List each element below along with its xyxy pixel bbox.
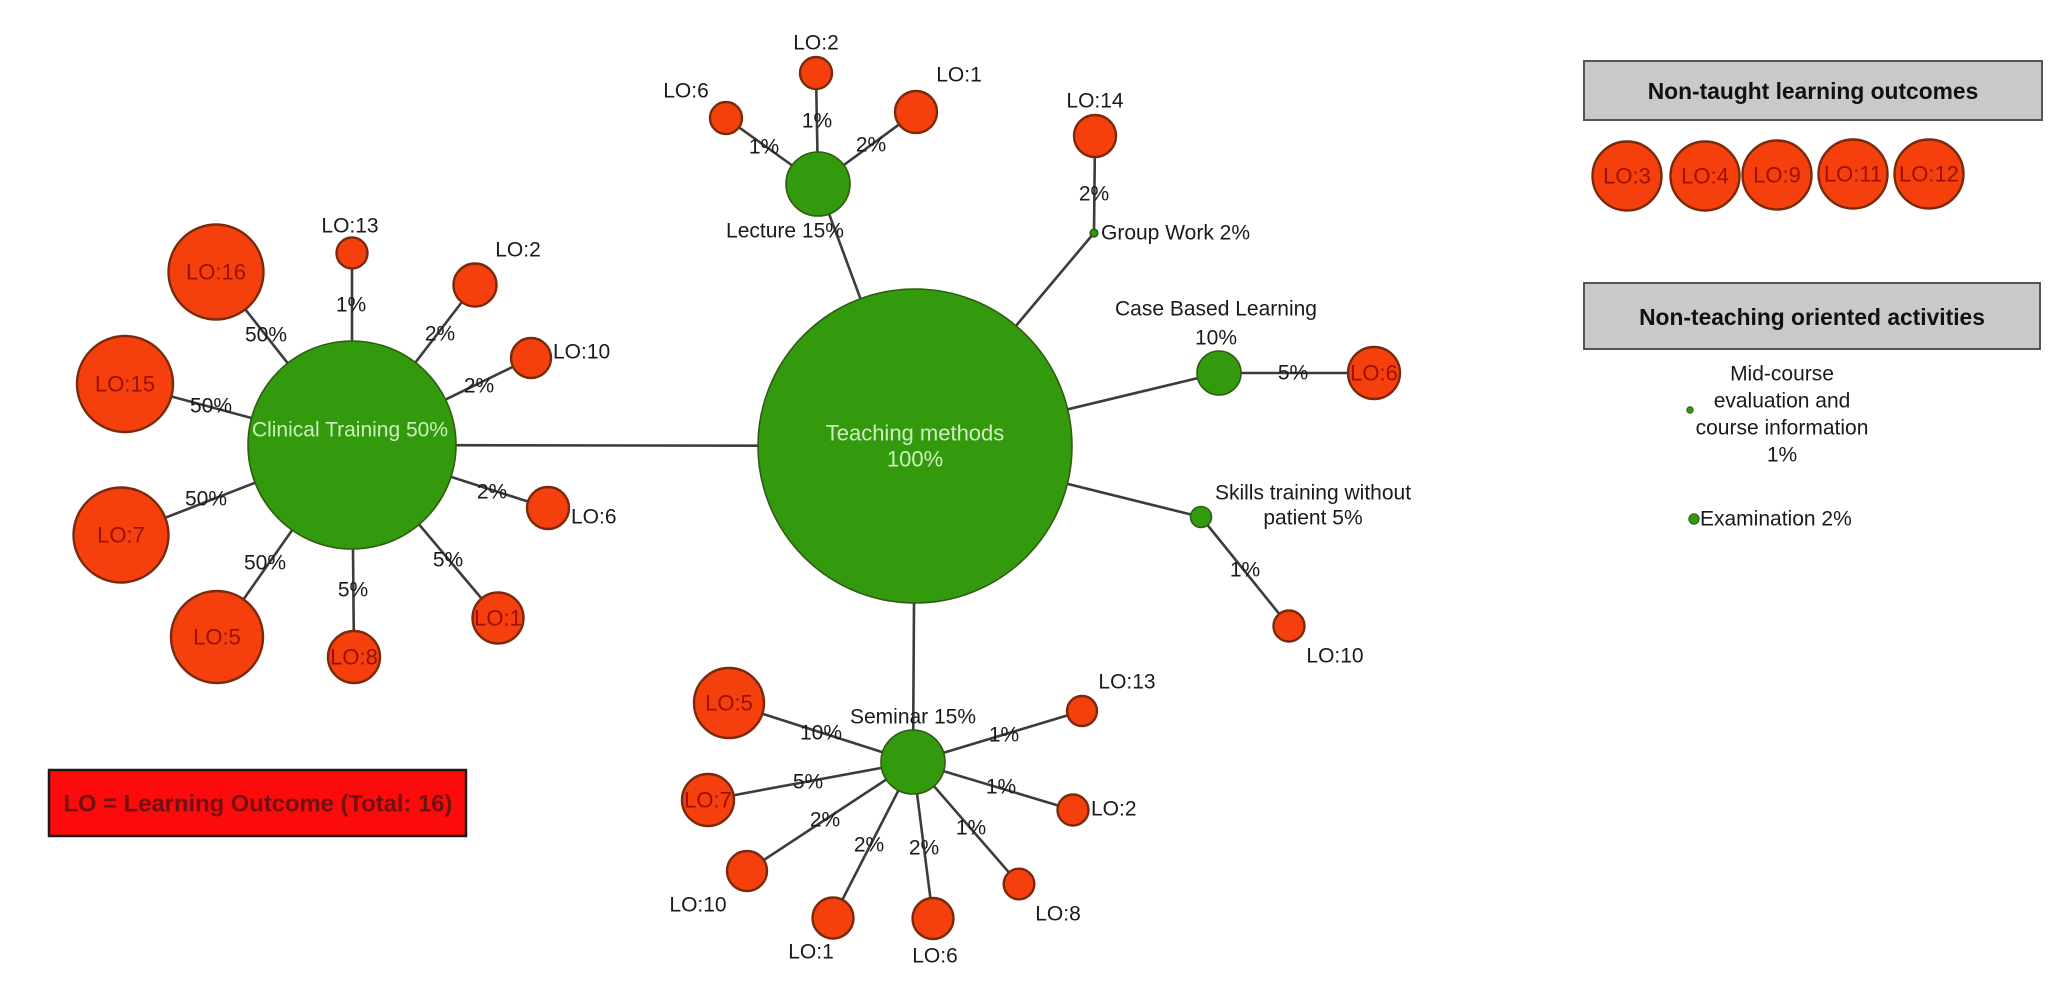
svg-text:LO = Learning Outcome (Total:: LO = Learning Outcome (Total: 16) xyxy=(64,791,453,818)
svg-text:Clinical Training 50%: Clinical Training 50% xyxy=(252,419,448,442)
svg-text:LO:2: LO:2 xyxy=(1091,798,1137,821)
svg-text:5%: 5% xyxy=(1278,362,1308,385)
svg-text:LO:8: LO:8 xyxy=(330,645,378,670)
svg-text:Seminar 15%: Seminar 15% xyxy=(850,706,976,729)
svg-text:2%: 2% xyxy=(425,323,455,346)
svg-text:course information: course information xyxy=(1696,417,1869,440)
svg-text:LO:12: LO:12 xyxy=(1899,162,1959,187)
svg-text:1%: 1% xyxy=(986,776,1016,799)
svg-text:Non-taught learning outcomes: Non-taught learning outcomes xyxy=(1648,78,1979,104)
svg-text:LO:16: LO:16 xyxy=(186,260,246,285)
svg-text:1%: 1% xyxy=(989,724,1019,747)
svg-text:LO:7: LO:7 xyxy=(684,788,732,813)
svg-text:50%: 50% xyxy=(185,488,227,511)
svg-text:2%: 2% xyxy=(810,809,840,832)
svg-text:2%: 2% xyxy=(477,481,507,504)
svg-text:evaluation and: evaluation and xyxy=(1714,390,1851,413)
svg-text:1%: 1% xyxy=(749,136,779,159)
svg-text:LO:10: LO:10 xyxy=(669,894,726,917)
svg-text:50%: 50% xyxy=(244,552,286,575)
svg-text:LO:2: LO:2 xyxy=(793,32,839,55)
svg-text:100%: 100% xyxy=(887,447,943,472)
svg-text:LO:6: LO:6 xyxy=(571,506,617,529)
svg-text:1%: 1% xyxy=(1767,444,1797,467)
svg-text:50%: 50% xyxy=(190,395,232,418)
svg-text:2%: 2% xyxy=(1079,183,1109,206)
svg-text:LO:1: LO:1 xyxy=(788,941,834,964)
svg-text:Skills training without: Skills training without xyxy=(1215,482,1411,505)
svg-text:LO:13: LO:13 xyxy=(1098,671,1155,694)
svg-text:Case Based Learning: Case Based Learning xyxy=(1115,298,1317,321)
svg-text:1%: 1% xyxy=(1230,559,1260,582)
svg-text:LO:9: LO:9 xyxy=(1753,163,1801,188)
svg-text:5%: 5% xyxy=(338,579,368,602)
svg-text:1%: 1% xyxy=(956,817,986,840)
svg-text:LO:13: LO:13 xyxy=(321,215,378,238)
svg-text:2%: 2% xyxy=(909,837,939,860)
svg-text:LO:1: LO:1 xyxy=(474,606,522,631)
svg-text:LO:4: LO:4 xyxy=(1681,164,1729,189)
svg-text:Mid-course: Mid-course xyxy=(1730,363,1834,386)
svg-text:1%: 1% xyxy=(336,294,366,317)
svg-text:LO:1: LO:1 xyxy=(936,64,982,87)
svg-text:5%: 5% xyxy=(793,771,823,794)
svg-text:10%: 10% xyxy=(800,722,842,745)
svg-text:LO:5: LO:5 xyxy=(193,625,241,650)
svg-text:1%: 1% xyxy=(802,110,832,133)
svg-text:2%: 2% xyxy=(464,375,494,398)
svg-text:LO:15: LO:15 xyxy=(95,372,155,397)
svg-text:LO:10: LO:10 xyxy=(553,341,610,364)
svg-text:patient 5%: patient 5% xyxy=(1263,507,1362,530)
svg-text:LO:14: LO:14 xyxy=(1066,90,1124,113)
svg-text:5%: 5% xyxy=(433,549,463,572)
svg-text:2%: 2% xyxy=(854,834,884,857)
svg-text:10%: 10% xyxy=(1195,327,1237,350)
svg-text:LO:6: LO:6 xyxy=(663,80,709,103)
svg-text:Group Work 2%: Group Work 2% xyxy=(1101,222,1250,245)
svg-text:LO:8: LO:8 xyxy=(1035,903,1081,926)
svg-text:Lecture 15%: Lecture 15% xyxy=(726,220,844,243)
svg-text:LO:5: LO:5 xyxy=(705,691,753,716)
svg-text:50%: 50% xyxy=(245,324,287,347)
svg-text:LO:10: LO:10 xyxy=(1306,645,1363,668)
svg-text:LO:6: LO:6 xyxy=(912,945,958,968)
svg-text:2%: 2% xyxy=(856,134,886,157)
svg-text:Teaching methods: Teaching methods xyxy=(826,421,1005,446)
svg-text:LO:6: LO:6 xyxy=(1350,361,1398,386)
svg-text:LO:2: LO:2 xyxy=(495,239,541,262)
svg-text:LO:3: LO:3 xyxy=(1603,164,1651,189)
svg-text:Non-teaching oriented activiti: Non-teaching oriented activities xyxy=(1639,304,1985,330)
svg-text:Examination 2%: Examination 2% xyxy=(1700,508,1852,531)
svg-text:LO:7: LO:7 xyxy=(97,523,145,548)
svg-text:LO:11: LO:11 xyxy=(1824,162,1882,187)
